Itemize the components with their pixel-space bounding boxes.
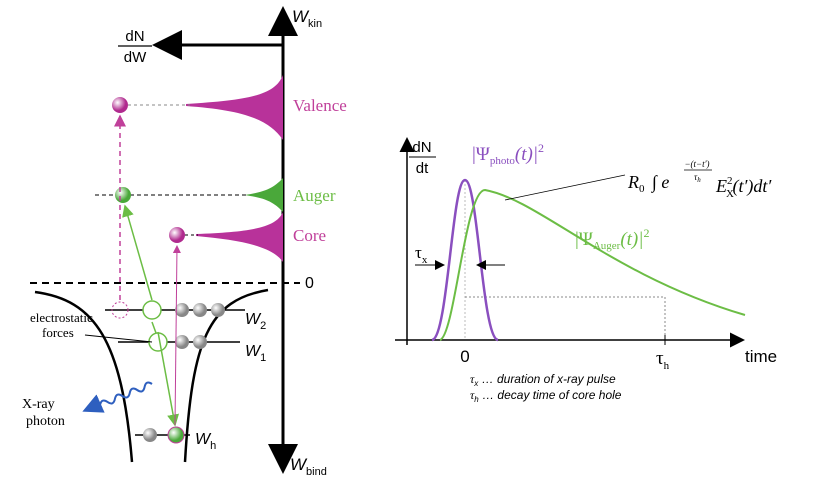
electron <box>193 303 207 317</box>
transition <box>175 246 177 425</box>
w-sub: bind <box>306 466 327 478</box>
psi-sup: 2 <box>538 141 544 155</box>
photon-wave <box>92 381 154 411</box>
time-plot: dN dt |Ψphoto(t)|2 |ΨAuger(t)|2 R0 ∫ e −… <box>395 139 777 404</box>
dn-dw-den: dW <box>124 49 147 66</box>
psi-sup: 2 <box>643 226 649 240</box>
formula-e: EX2(t′)dt′ <box>715 175 772 200</box>
pointer <box>85 335 152 342</box>
core-peak <box>196 212 283 262</box>
note-text: … decay time of core hole <box>479 388 622 402</box>
xray-label: photon <box>26 414 65 429</box>
electrostatic-label: forces <box>42 325 74 340</box>
electron <box>112 97 128 113</box>
psi-post: (t)| <box>515 144 538 165</box>
note: τh … decay time of core hole <box>470 388 622 404</box>
psi-sub: Auger <box>593 240 621 252</box>
electron <box>175 335 189 349</box>
w-sub: h <box>210 440 216 452</box>
zero-tick-label: 0 <box>460 347 469 366</box>
auger-label: Auger <box>293 186 336 205</box>
formula: R0 ∫ e −(t−t′) τh EX2(t′)dt′ <box>627 159 772 200</box>
tau-x-label: τx <box>415 243 428 266</box>
tail: (t′)dt′ <box>732 176 772 197</box>
tau-sub: h <box>664 360 670 372</box>
w2-label: W2 <box>245 311 266 332</box>
xray-label: X-ray <box>22 397 55 412</box>
integral: ∫ e <box>651 172 669 193</box>
tau-sub: x <box>422 254 428 266</box>
w-sub: 1 <box>260 352 266 364</box>
psi-pre: |Ψ <box>472 144 490 165</box>
w1-label: W1 <box>245 343 266 364</box>
note-text: … duration of x-ray pulse <box>478 372 616 386</box>
w-bind-label: Wbind <box>290 455 327 478</box>
psi-sub: photo <box>490 155 516 167</box>
r-sub: 0 <box>639 183 645 195</box>
psi-auger: |ΨAuger(t)|2 <box>575 226 649 252</box>
electron <box>211 303 225 317</box>
psi-post: (t)| <box>620 229 643 250</box>
psi-pre: |Ψ <box>575 229 593 250</box>
dn-dt-num: dN <box>412 139 431 156</box>
psi-photo: |Ψphoto(t)|2 <box>472 141 544 167</box>
r: R <box>627 172 639 192</box>
exp-den: τh <box>694 172 701 184</box>
electron <box>168 427 184 443</box>
formula-r: R0 <box>627 172 645 195</box>
tau-h-label: τh <box>656 348 670 372</box>
valence-peak <box>186 75 283 140</box>
note: τx … duration of x-ray pulse <box>470 372 616 388</box>
tau-sub: h <box>697 176 701 184</box>
dn-dw-num: dN <box>125 28 144 45</box>
electron <box>115 187 131 203</box>
electron <box>175 303 189 317</box>
energy-diagram: Wkin Wbind dN dW 0 Valence Auger Core W2… <box>22 7 347 478</box>
electrostatic-label: electrostatic <box>30 310 93 325</box>
time-label: time <box>745 347 777 366</box>
hole <box>143 301 161 319</box>
exp-num: −(t−t′) <box>684 159 709 169</box>
electron <box>143 428 157 442</box>
transition <box>125 206 152 300</box>
auger-peak <box>245 178 283 212</box>
electron <box>193 335 207 349</box>
electron <box>169 227 185 243</box>
figure: Wkin Wbind dN dW 0 Valence Auger Core W2… <box>0 0 815 481</box>
core-label: Core <box>293 226 326 245</box>
w-kin-label: Wkin <box>292 7 322 30</box>
wh-label: Wh <box>195 431 216 452</box>
pointer <box>505 175 625 200</box>
transition <box>152 322 156 333</box>
dn-dt-den: dt <box>416 160 429 177</box>
zero-label: 0 <box>305 275 314 292</box>
w-sub: kin <box>308 18 322 30</box>
valence-label: Valence <box>293 96 347 115</box>
w-sub: 2 <box>260 320 266 332</box>
